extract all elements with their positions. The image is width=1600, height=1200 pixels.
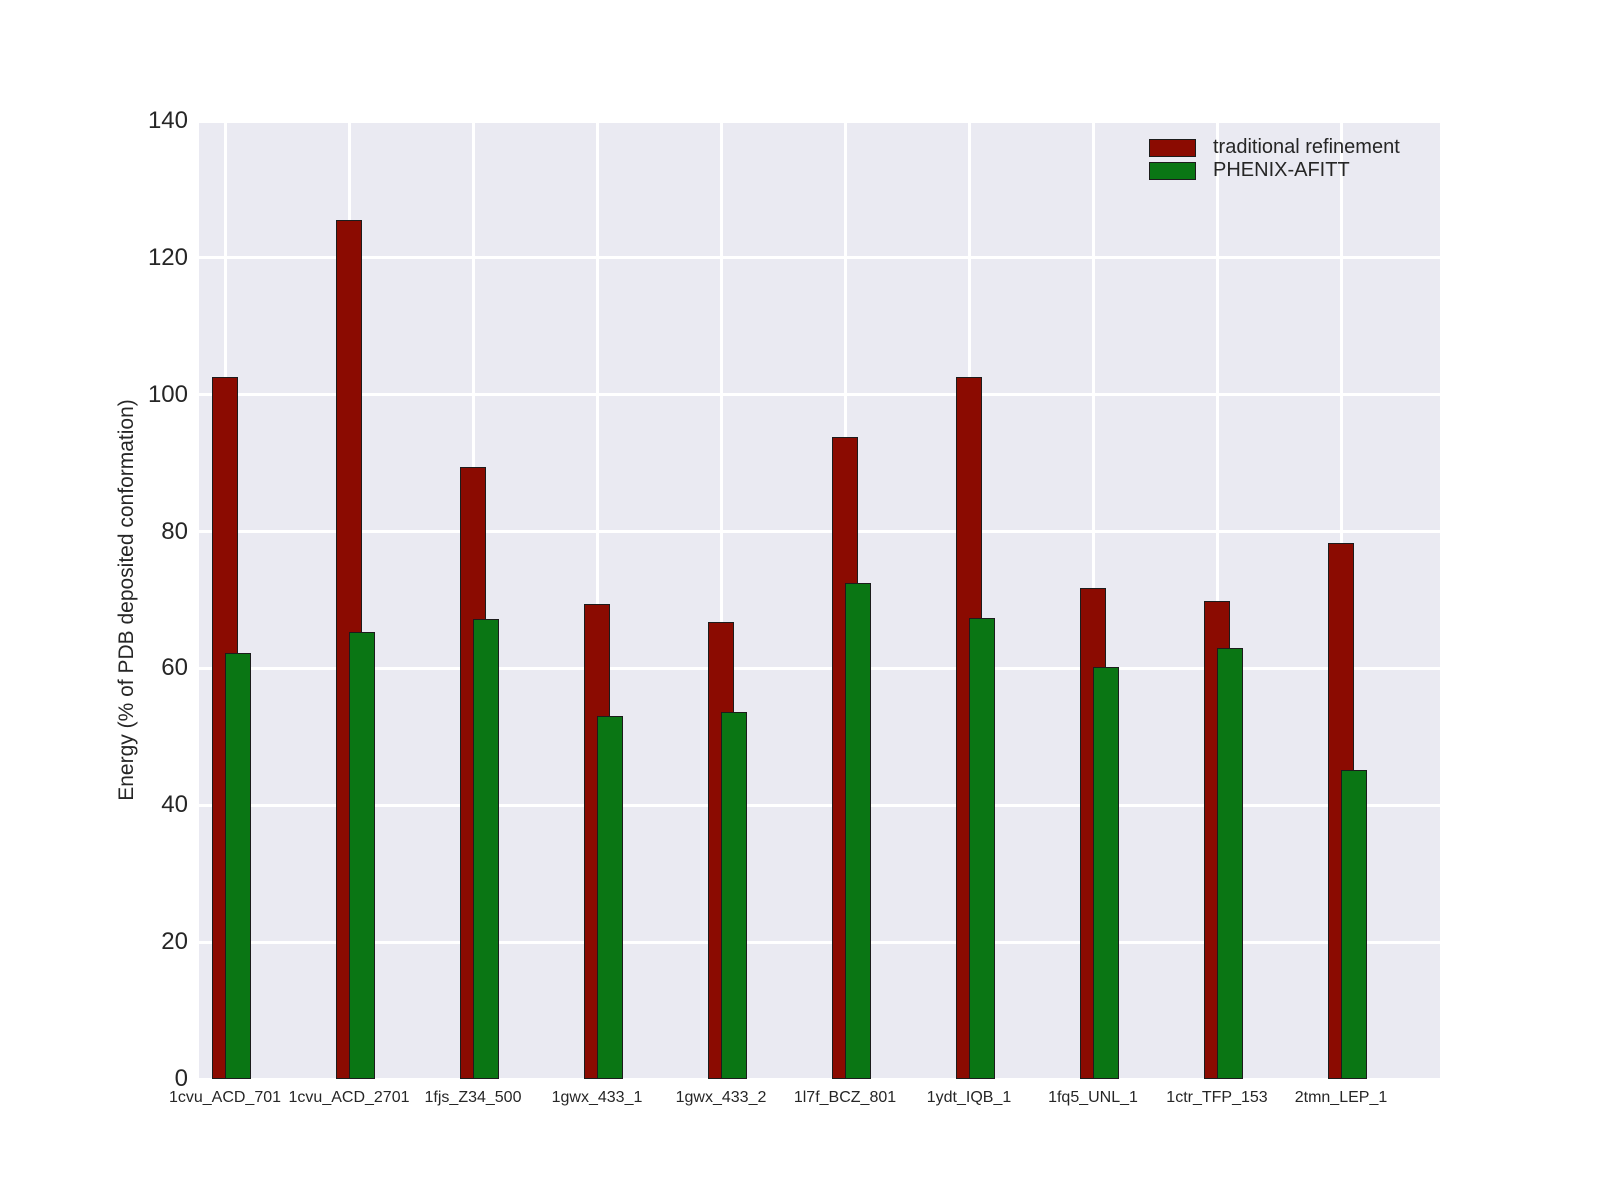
y-gridline-0 [199, 1077, 1440, 1081]
y-tick-label-60: 60 [161, 654, 188, 682]
y-tick-label-140: 140 [147, 107, 188, 134]
y-tick-label-40: 40 [161, 791, 188, 819]
y-tick-label-80: 80 [161, 517, 188, 545]
legend: traditional refinement PHENIX-AFITT [1149, 136, 1400, 182]
legend-label-traditional-refinement: traditional refinement [1213, 136, 1400, 158]
x-gridline-1gwx_433_1 [595, 121, 599, 1079]
x-tick-label-1gwx_433_2: 1gwx_433_2 [675, 1089, 767, 1106]
y-tick-label-20: 20 [161, 928, 188, 956]
x-tick-label-1cvu_ACD_2701: 1cvu_ACD_2701 [288, 1089, 410, 1106]
x-tick-label-1gwx_433_1: 1gwx_433_1 [551, 1089, 643, 1106]
bar-phenix-afitt-1cvu_ACD_2701 [349, 632, 375, 1079]
y-axis-title: Energy (% of PDB deposited conformation) [115, 399, 138, 801]
x-tick-label-1ctr_TFP_153: 1ctr_TFP_153 [1166, 1089, 1268, 1106]
x-gridline-1ctr_TFP_153 [1215, 121, 1219, 1079]
x-tick-label-1ydt_IQB_1: 1ydt_IQB_1 [926, 1089, 1012, 1106]
legend-label-phenix-afitt: PHENIX-AFITT [1213, 159, 1350, 181]
bar-phenix-afitt-1fq5_UNL_1 [1093, 667, 1119, 1079]
bar-phenix-afitt-1ydt_IQB_1 [969, 617, 995, 1079]
bar-phenix-afitt-1l7f_BCZ_801 [845, 582, 871, 1079]
legend-item-traditional-refinement: traditional refinement [1149, 136, 1400, 159]
bar-phenix-afitt-1gwx_433_2 [721, 712, 747, 1079]
plot-area [199, 119, 1440, 1081]
y-gridline-120 [199, 256, 1440, 260]
bar-phenix-afitt-1gwx_433_1 [597, 716, 623, 1079]
y-tick-label-120: 120 [147, 243, 188, 271]
y-tick-label-100: 100 [147, 380, 188, 408]
y-tick-label-0: 0 [174, 1065, 188, 1092]
y-gridline-40 [199, 803, 1440, 807]
legend-swatch-traditional-refinement [1149, 138, 1196, 157]
y-gridline-100 [199, 393, 1440, 397]
legend-item-phenix-afitt: PHENIX-AFITT [1149, 159, 1400, 182]
y-gridline-140 [199, 119, 1440, 123]
x-tick-label-1fjs_Z34_500: 1fjs_Z34_500 [424, 1089, 522, 1106]
x-gridline-1gwx_433_2 [719, 121, 723, 1079]
x-tick-label-1fq5_UNL_1: 1fq5_UNL_1 [1048, 1089, 1138, 1106]
bar-phenix-afitt-1cvu_ACD_701 [225, 652, 251, 1079]
y-gridline-80 [199, 530, 1440, 534]
y-gridline-60 [199, 666, 1440, 670]
bar-phenix-afitt-1ctr_TFP_153 [1217, 647, 1243, 1079]
bar-phenix-afitt-1fjs_Z34_500 [473, 619, 499, 1079]
x-tick-label-2tmn_LEP_1: 2tmn_LEP_1 [1294, 1089, 1388, 1106]
bar-phenix-afitt-2tmn_LEP_1 [1341, 769, 1367, 1079]
x-tick-label-1cvu_ACD_701: 1cvu_ACD_701 [168, 1089, 282, 1106]
y-gridline-20 [199, 940, 1440, 944]
x-tick-label-1l7f_BCZ_801: 1l7f_BCZ_801 [793, 1089, 897, 1106]
legend-swatch-phenix-afitt [1149, 161, 1196, 180]
